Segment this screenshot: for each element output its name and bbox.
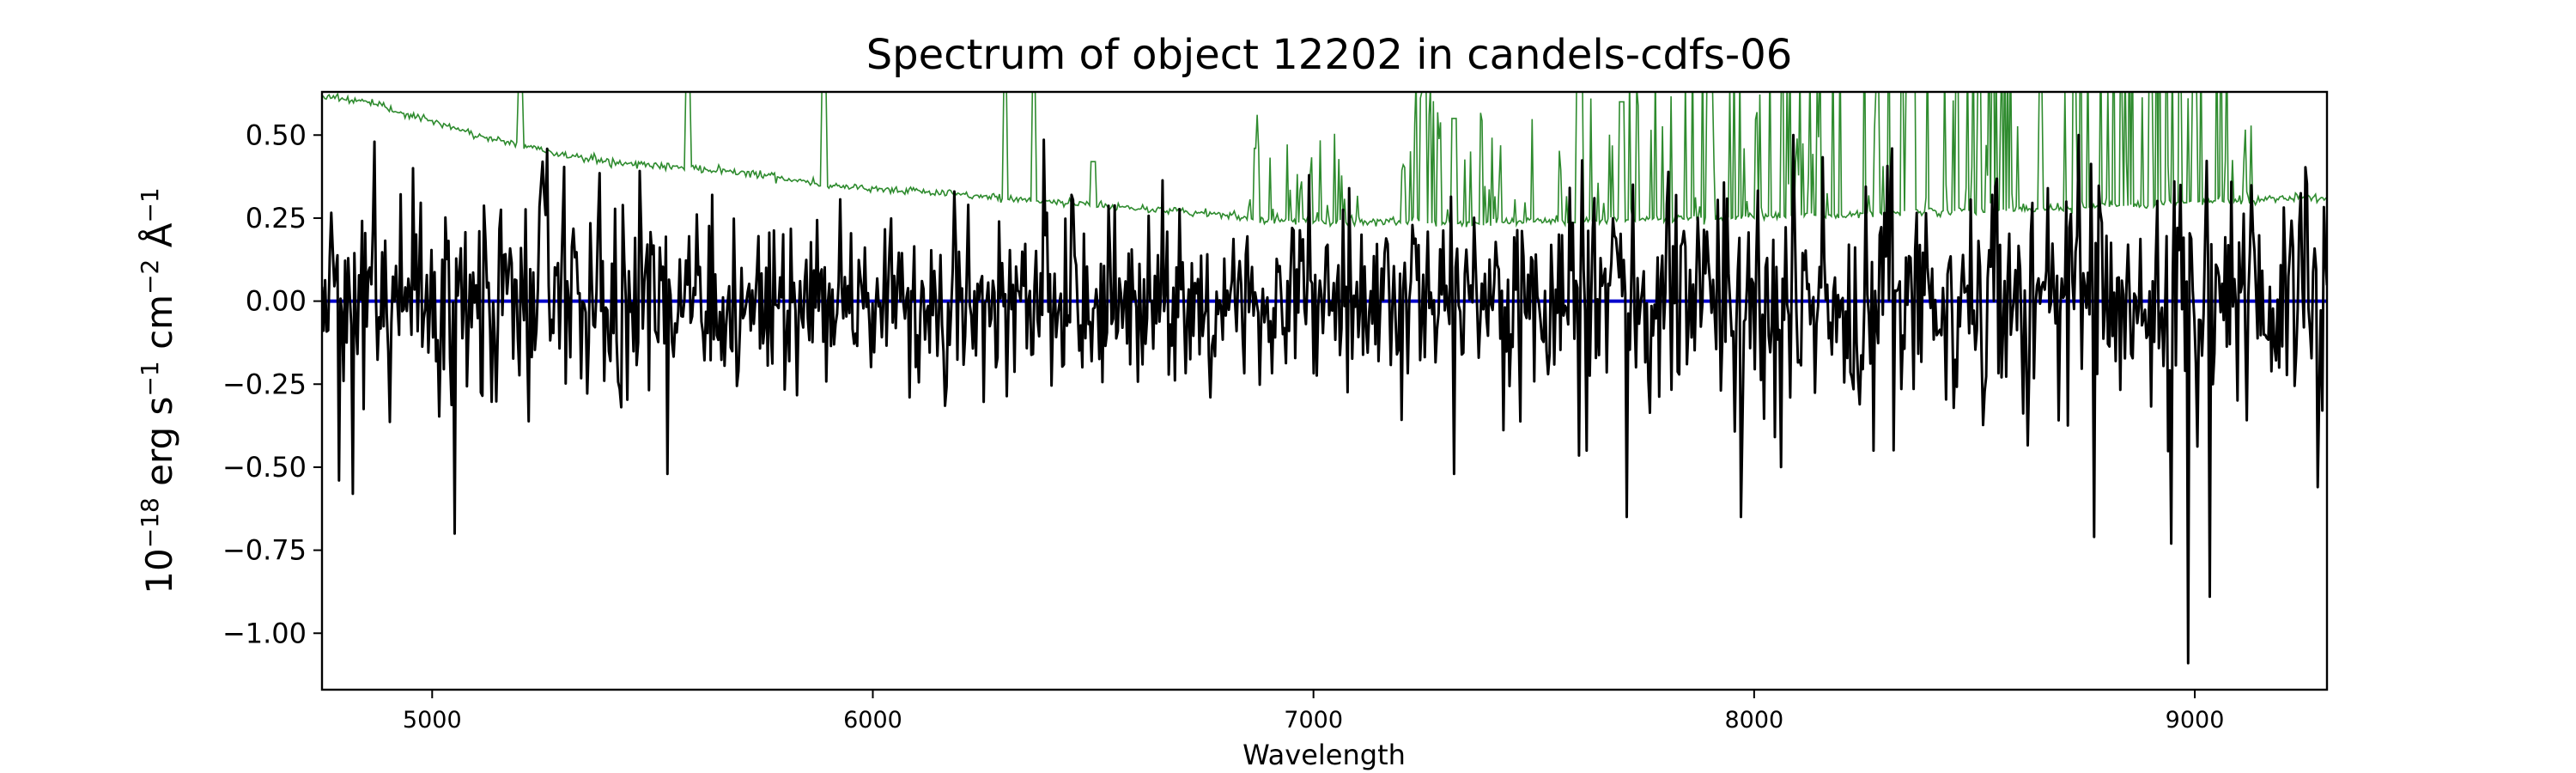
- y-axis-label: 10−18 erg s−1 cm−2 Å−1: [136, 187, 180, 593]
- x-axis-label: Wavelength: [1242, 739, 1406, 771]
- y-tick-label: −0.25: [222, 368, 307, 400]
- y-tick-label: 0.00: [246, 285, 307, 318]
- plot-frame: [320, 90, 2329, 691]
- x-tick-label: 5000: [403, 707, 462, 733]
- y-tick-label: −1.00: [222, 617, 307, 649]
- error-spectrum-line: [322, 92, 2327, 228]
- flux-spectrum-line: [322, 133, 2327, 665]
- y-tick-label: −0.50: [222, 451, 307, 484]
- x-tick-label: 8000: [1724, 707, 1783, 733]
- x-axis: 5000 6000 7000 8000 9000: [403, 690, 2224, 733]
- y-axis: 0.50 0.25 0.00 −0.25 −0.50 −0.75 −1.00: [222, 119, 322, 649]
- y-tick-label: −0.75: [222, 534, 307, 567]
- y-tick-label: 0.50: [246, 119, 307, 151]
- plot-area: [320, 90, 2329, 691]
- chart-title: Spectrum of object 12202 in candels-cdfs…: [866, 31, 1793, 79]
- x-tick-label: 6000: [843, 707, 902, 733]
- y-tick-label: 0.25: [246, 202, 307, 234]
- x-tick-label: 9000: [2166, 707, 2225, 733]
- x-tick-label: 7000: [1284, 707, 1343, 733]
